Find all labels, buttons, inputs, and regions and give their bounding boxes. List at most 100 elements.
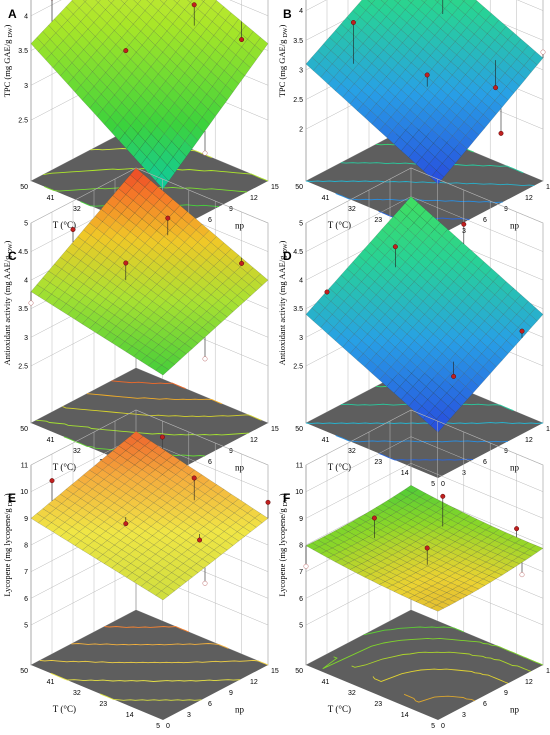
np-axis-title: np [510, 463, 520, 473]
z-axis-title-main: TPC (mg GAE/g [277, 38, 287, 98]
surface-cell [173, 0, 180, 4]
surface-cell [95, 0, 101, 3]
np-tick-label: 6 [208, 701, 212, 708]
z-tick-label: 4.5 [293, 249, 303, 256]
floor-contour [322, 637, 544, 670]
z-axis-title: Lycopene (mg lycopene/g DW) [2, 493, 14, 596]
z-tick-label: 7 [299, 569, 303, 576]
np-tick-label: 15 [271, 426, 279, 433]
np-axis-title: np [235, 221, 245, 231]
design-points-above [371, 493, 520, 565]
np-tick-label: 12 [250, 195, 258, 202]
design-point [493, 85, 499, 91]
grid-line [305, 167, 544, 224]
design-point [392, 244, 398, 250]
t-axis-title: T (°C) [328, 704, 351, 714]
z-tick-label: 8 [24, 543, 28, 550]
t-tick-label: 50 [20, 426, 28, 433]
floor-contour [39, 659, 269, 666]
panel-letter: A [8, 7, 17, 21]
t-tick-label: 5 [156, 723, 160, 730]
surface-cell [120, 0, 128, 4]
floor-contour [104, 626, 189, 633]
floor-contour [71, 643, 229, 649]
t-tick-label: 32 [348, 448, 356, 455]
design-points-above [350, 0, 504, 136]
z-tick-label: 2.5 [293, 97, 303, 104]
np-tick-label: 15 [546, 184, 550, 191]
floor-contour [335, 434, 509, 443]
surface-cell [146, 0, 155, 4]
design-point [540, 49, 546, 55]
surface-cell [430, 170, 444, 185]
response-surface [305, 196, 544, 433]
z-tick-label: 6 [24, 596, 28, 603]
z-tick-label: 8 [299, 543, 303, 550]
surface-cell [380, 0, 389, 4]
np-tick-label: 9 [229, 690, 233, 697]
z-tick-label: 10 [295, 489, 303, 496]
design-point [371, 515, 377, 521]
z-tick-label: 4.5 [18, 249, 28, 256]
design-point [202, 356, 208, 362]
t-tick-label: 41 [47, 679, 55, 686]
contour-floor [306, 126, 543, 236]
surface-cell [434, 0, 440, 3]
t-tick-label: 50 [20, 668, 28, 675]
z-tick-label: 2.5 [18, 118, 28, 125]
z-tick-label: 2 [299, 127, 303, 134]
z-tick-label: 5 [24, 623, 28, 630]
np-tick-label: 9 [229, 206, 233, 213]
panel-letter: F [283, 491, 290, 505]
t-tick-label: 41 [322, 437, 330, 444]
t-tick-label: 41 [322, 679, 330, 686]
z-axis-title: TPC (mg GAE/g DW) [2, 25, 14, 98]
contour-floor [31, 610, 268, 720]
grid-line [305, 436, 544, 492]
design-point [519, 572, 525, 578]
z-axis-title-end: ) [2, 25, 12, 28]
surface-cell [421, 0, 427, 3]
z-tick-label: 5 [299, 221, 303, 228]
design-point [424, 72, 430, 78]
z-tick-label: 9 [299, 516, 303, 523]
np-tick-label: 15 [271, 184, 279, 191]
z-tick-label: 4 [24, 278, 28, 285]
z-tick-label: 4 [24, 13, 28, 20]
t-tick-label: 32 [348, 690, 356, 697]
np-axis-title: np [510, 221, 520, 231]
surface-cell [155, 590, 169, 601]
z-axis-title-main: Lycopene (mg lycopene/g [2, 506, 12, 596]
np-tick-label: 9 [504, 448, 508, 455]
np-tick-label: 12 [525, 437, 533, 444]
design-point [123, 48, 129, 54]
surface-cell [430, 605, 445, 612]
np-tick-label: 0 [166, 723, 170, 730]
z-axis-title-main: Antioxidant activity (mg AAE/g [277, 253, 287, 365]
z-axis-title-end: ) [277, 240, 287, 243]
surface-cell [155, 364, 169, 376]
z-axis-title-main: Lycopene (mg lycopene/g [277, 506, 287, 596]
floor-contour [100, 693, 202, 701]
floor-contour [351, 651, 531, 672]
z-tick-label: 7 [24, 569, 28, 576]
z-tick-label: 3 [24, 83, 28, 90]
z-tick-label: 3.5 [18, 48, 28, 55]
design-points-above [324, 221, 525, 379]
floor-contour [111, 380, 186, 390]
t-tick-label: 23 [99, 701, 107, 708]
z-axis-title: Lycopene (mg lycopene/g DW) [277, 493, 289, 596]
design-point [265, 499, 271, 505]
surface-cell [187, 0, 193, 3]
t-tick-label: 41 [322, 195, 330, 202]
design-point [28, 300, 34, 306]
surface-cell [83, 0, 87, 2]
floor-contour [305, 422, 544, 424]
panel-b: 22.533.544.55142332415003691215T (°C)npT… [277, 0, 550, 246]
np-tick-label: 3 [462, 712, 466, 719]
design-point [123, 260, 129, 266]
design-point [324, 289, 330, 295]
grid-line [305, 463, 544, 519]
design-points-above [49, 434, 271, 543]
z-tick-label: 4 [299, 278, 303, 285]
